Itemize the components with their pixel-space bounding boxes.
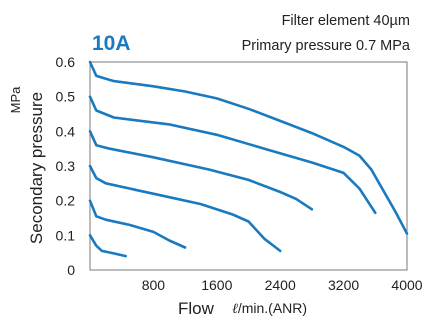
series-line-4 bbox=[90, 131, 312, 209]
condition-filter-element: Filter element 40µm bbox=[282, 13, 410, 29]
y-tick-label: 0 bbox=[67, 262, 75, 278]
y-tick-label: 0.6 bbox=[56, 54, 76, 70]
x-tick-label: 3200 bbox=[328, 277, 359, 293]
x-axis-unit: ℓ/min.(ANR) bbox=[232, 300, 307, 317]
condition-primary-pressure: Primary pressure 0.7 MPa bbox=[242, 38, 411, 54]
y-tick-label: 0.1 bbox=[56, 227, 76, 243]
series-line-6 bbox=[90, 62, 407, 234]
x-axis-ticks: 800 1600 2400 3200 4000 bbox=[142, 277, 423, 293]
model-label: 10A bbox=[92, 32, 131, 55]
x-axis-title: Flow ℓ/min.(ANR) bbox=[178, 299, 307, 318]
x-tick-label: 2400 bbox=[265, 277, 296, 293]
series-line-3 bbox=[90, 166, 280, 251]
y-tick-label: 0.2 bbox=[56, 193, 76, 209]
y-axis-unit: MPa bbox=[8, 86, 23, 114]
y-axis-title: Secondary pressure bbox=[27, 92, 46, 244]
x-axis-unit-rest: /min.(ANR) bbox=[238, 300, 307, 316]
series-line-2 bbox=[90, 201, 185, 248]
series-line-1 bbox=[90, 235, 126, 256]
series-line-5 bbox=[90, 97, 375, 213]
y-axis-ticks: 0 0.1 0.2 0.3 0.4 0.5 0.6 bbox=[56, 54, 76, 278]
x-tick-label: 4000 bbox=[391, 277, 422, 293]
series-lines bbox=[90, 62, 407, 256]
y-tick-label: 0.3 bbox=[56, 158, 76, 174]
x-tick-label: 1600 bbox=[201, 277, 232, 293]
y-tick-label: 0.4 bbox=[56, 123, 76, 139]
plot-frame bbox=[90, 62, 407, 270]
x-axis-title-text: Flow bbox=[178, 299, 215, 318]
x-tick-label: 800 bbox=[142, 277, 166, 293]
y-tick-label: 0.5 bbox=[56, 89, 76, 105]
